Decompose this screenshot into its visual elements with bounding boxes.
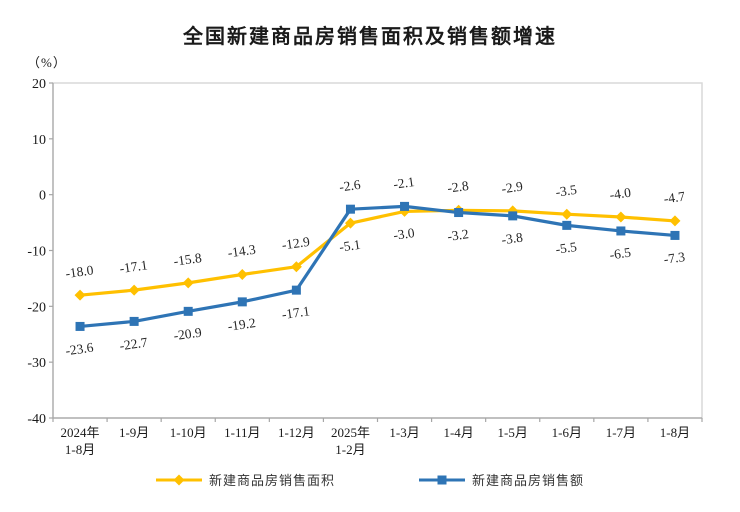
legend-label-sales-area: 新建商品房销售面积 bbox=[208, 473, 335, 488]
data-label: -12.9 bbox=[281, 234, 311, 253]
series-1-square-marker bbox=[345, 204, 355, 214]
x-axis-category-label: 1-4月 bbox=[443, 425, 473, 440]
x-axis-category-label: 1-6月 bbox=[552, 425, 582, 440]
series-0-diamond-marker bbox=[128, 284, 140, 296]
x-axis-category-label: 2025年 1-2月 bbox=[331, 425, 370, 457]
x-axis-category-label: 1-12月 bbox=[278, 425, 315, 440]
legend-item-sales-amount: 新建商品房销售额 bbox=[419, 470, 584, 489]
series-1-square-marker bbox=[562, 220, 572, 230]
legend-swatch-1 bbox=[419, 475, 465, 484]
data-label: -5.1 bbox=[338, 237, 361, 255]
series-0-diamond-marker bbox=[561, 208, 573, 220]
data-label: -2.6 bbox=[338, 177, 361, 195]
series-1-square-marker bbox=[400, 201, 410, 211]
y-axis-tick-label: -20 bbox=[27, 300, 46, 315]
x-axis-category-label: 1-9月 bbox=[119, 425, 149, 440]
legend-item-sales-area: 新建商品房销售面积 bbox=[155, 470, 335, 489]
data-label: -22.7 bbox=[119, 335, 149, 354]
x-axis-category-label: 1-10月 bbox=[170, 425, 207, 440]
data-label: -4.0 bbox=[609, 185, 632, 203]
data-label: -2.1 bbox=[392, 174, 415, 192]
y-axis-tick-label: 0 bbox=[39, 189, 46, 204]
y-axis-tick-label: -10 bbox=[27, 245, 46, 260]
data-label: -17.1 bbox=[281, 303, 311, 322]
y-axis-tick-label: 20 bbox=[32, 77, 46, 92]
series-1-square-marker bbox=[129, 316, 139, 326]
data-label: -7.3 bbox=[663, 249, 686, 267]
data-label: -3.5 bbox=[555, 182, 578, 200]
y-axis-tick-label: 10 bbox=[32, 133, 46, 148]
series-0-diamond-marker bbox=[182, 277, 194, 289]
series-0-diamond-marker bbox=[290, 261, 302, 273]
data-label: -18.0 bbox=[64, 262, 94, 281]
data-label: -3.2 bbox=[446, 226, 469, 244]
y-axis-tick-label: -30 bbox=[27, 356, 46, 371]
legend-square-marker-icon bbox=[437, 475, 447, 484]
data-label: -15.8 bbox=[173, 250, 203, 269]
series-line-1 bbox=[79, 204, 676, 329]
y-axis-tick-label: -40 bbox=[27, 412, 46, 427]
series-0-diamond-marker bbox=[74, 289, 86, 301]
chart-title: 全国新建商品房销售面积及销售额增速 bbox=[183, 26, 557, 48]
data-label: -2.8 bbox=[446, 178, 469, 196]
x-axis-category-label: 1-11月 bbox=[224, 425, 260, 440]
data-label: -4.7 bbox=[663, 189, 686, 207]
data-label: -19.2 bbox=[227, 315, 257, 334]
series-line-0 bbox=[79, 208, 676, 297]
data-label: -3.8 bbox=[500, 229, 523, 247]
y-axis-unit-label: （%） bbox=[27, 55, 67, 70]
chart-legend: 新建商品房销售面积 新建商品房销售额 bbox=[0, 470, 740, 489]
x-axis-category-label: 1-7月 bbox=[606, 425, 636, 440]
data-label: -14.3 bbox=[227, 242, 257, 261]
series-0-diamond-marker bbox=[615, 211, 627, 223]
x-axis-category-label: 1-8月 bbox=[660, 425, 690, 440]
legend-label-sales-amount: 新建商品房销售额 bbox=[472, 473, 585, 488]
series-0-diamond-marker bbox=[236, 269, 248, 281]
series-1-square-marker bbox=[508, 211, 518, 221]
series-1-square-marker bbox=[183, 306, 193, 316]
legend-diamond-marker-icon bbox=[173, 474, 185, 485]
x-axis-category-label: 2024年 1-8月 bbox=[61, 425, 100, 457]
data-label: -2.9 bbox=[500, 178, 523, 196]
series-1-square-marker bbox=[616, 226, 626, 236]
data-label: -6.5 bbox=[609, 245, 632, 263]
data-label: -5.5 bbox=[555, 239, 578, 257]
series-1-square-marker bbox=[291, 285, 301, 295]
data-label: -3.0 bbox=[392, 225, 415, 243]
legend-swatch-0 bbox=[155, 474, 202, 485]
series-1-square-marker bbox=[237, 297, 247, 307]
x-axis-category-label: 1-3月 bbox=[389, 425, 419, 440]
plot-border bbox=[52, 82, 703, 419]
data-label: -20.9 bbox=[173, 324, 203, 343]
series-1-square-marker bbox=[454, 208, 464, 218]
series-1-square-marker bbox=[670, 230, 680, 240]
series-0-diamond-marker bbox=[344, 217, 356, 229]
series-0-diamond-marker bbox=[669, 215, 681, 227]
x-axis-category-label: 1-5月 bbox=[498, 425, 528, 440]
data-label: -23.6 bbox=[64, 340, 94, 359]
series-1-square-marker bbox=[75, 321, 85, 331]
data-label: -17.1 bbox=[119, 257, 149, 276]
